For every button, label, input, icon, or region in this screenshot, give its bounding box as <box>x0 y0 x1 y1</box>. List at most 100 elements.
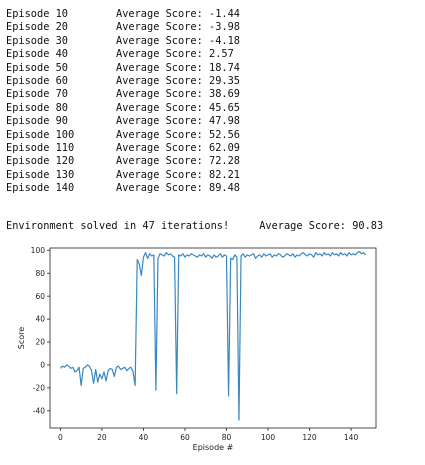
solved-message: Environment solved in 47 iterations! Aver… <box>6 220 383 232</box>
y-tick-label: 40 <box>35 315 45 324</box>
training-log: Episode 10 Average Score: -1.44 Episode 20… <box>6 8 240 195</box>
log-row: Episode 80 Average Score: 45.65 <box>6 102 240 115</box>
log-row: Episode 100 Average Score: 52.56 <box>6 129 240 142</box>
log-row: Episode 60 Average Score: 29.35 <box>6 75 240 88</box>
x-tick-label: 40 <box>139 433 149 442</box>
log-score-label: Average Score: <box>116 34 203 47</box>
log-episode: Episode 20 <box>6 21 116 34</box>
log-score-label: Average Score: <box>116 182 203 195</box>
y-tick-label: -20 <box>33 383 45 392</box>
plot-frame <box>49 247 377 429</box>
log-score-value: 38.69 <box>209 88 240 101</box>
solved-score-label: Average Score: <box>259 220 346 232</box>
log-episode-number: 50 <box>55 61 69 74</box>
log-episode-prefix: Episode <box>6 74 50 87</box>
log-row: Episode 70 Average Score: 38.69 <box>6 88 240 101</box>
score-chart: 0 20 40 60 80 100 120 140 -40 -20 0 20 40 60 80 100 Epis… <box>17 246 377 452</box>
log-row: Episode 140 Average Score: 89.48 <box>6 182 240 195</box>
log-episode-number: 100 <box>55 128 75 141</box>
y-tick-label: 80 <box>35 269 45 278</box>
log-episode: Episode 120 <box>6 155 116 168</box>
log-episode-number: 130 <box>55 168 75 181</box>
log-episode-number: 120 <box>55 155 75 168</box>
log-row: Episode 30 Average Score: -4.18 <box>6 35 240 48</box>
log-episode-prefix: Episode <box>6 88 50 101</box>
log-row: Episode 90 Average Score: 47.98 <box>6 115 240 128</box>
log-score-value: 72.28 <box>209 155 240 168</box>
x-tick-label: 140 <box>344 433 359 442</box>
log-score-value: 82.21 <box>209 168 240 181</box>
log-row: Episode 120 Average Score: 72.28 <box>6 155 240 168</box>
log-episode-number: 90 <box>55 115 69 128</box>
log-score-label: Average Score: <box>116 48 203 61</box>
log-row: Episode 110 Average Score: 62.09 <box>6 142 240 155</box>
log-episode: Episode 80 <box>6 102 116 115</box>
log-episode-prefix: Episode <box>6 21 50 34</box>
log-episode-prefix: Episode <box>6 128 50 141</box>
x-tick-label: 80 <box>222 433 232 442</box>
log-row: Episode 50 Average Score: 18.74 <box>6 62 240 75</box>
x-tick-label: 0 <box>58 433 63 442</box>
log-episode-number: 80 <box>55 101 69 114</box>
log-score-value: 52.56 <box>209 128 240 141</box>
solved-text: Environment solved in 47 iterations! <box>6 220 230 232</box>
log-episode: Episode 140 <box>6 182 116 195</box>
y-tick-label: 20 <box>35 338 45 347</box>
log-episode-prefix: Episode <box>6 115 50 128</box>
log-episode: Episode 40 <box>6 48 116 61</box>
log-episode: Episode 100 <box>6 129 116 142</box>
log-episode-number: 20 <box>55 21 69 34</box>
log-episode: Episode 110 <box>6 142 116 155</box>
log-episode-prefix: Episode <box>6 61 50 74</box>
log-episode-number: 60 <box>55 74 69 87</box>
log-score-label: Average Score: <box>116 74 203 87</box>
log-episode-prefix: Episode <box>6 48 50 61</box>
log-row: Episode 20 Average Score: -3.98 <box>6 21 240 34</box>
log-episode: Episode 130 <box>6 169 116 182</box>
log-score-value: -3.98 <box>209 21 240 34</box>
log-episode-prefix: Episode <box>6 155 50 168</box>
x-tick-label: 120 <box>302 433 317 442</box>
y-tick-label: 100 <box>31 246 46 255</box>
log-episode-number: 10 <box>55 8 69 20</box>
log-score-value: 18.74 <box>209 61 240 74</box>
log-episode: Episode 90 <box>6 115 116 128</box>
log-row: Episode 130 Average Score: 82.21 <box>6 169 240 182</box>
log-episode-number: 70 <box>55 88 69 101</box>
log-score-label: Average Score: <box>116 21 203 34</box>
log-score-label: Average Score: <box>116 155 203 168</box>
solved-score-value: 90.83 <box>352 220 384 232</box>
log-score-value: 29.35 <box>209 74 240 87</box>
y-axis-label: Score <box>17 327 26 349</box>
log-score-label: Average Score: <box>116 101 203 114</box>
log-row: Episode 10 Average Score: -1.44 <box>6 8 240 21</box>
y-tick-label: 0 <box>40 361 45 370</box>
log-episode-number: 110 <box>55 141 75 154</box>
log-score-label: Average Score: <box>116 61 203 74</box>
log-score-label: Average Score: <box>116 141 203 154</box>
log-episode-number: 40 <box>55 48 69 61</box>
log-score-label: Average Score: <box>116 115 203 128</box>
log-score-value: -1.44 <box>209 8 240 20</box>
log-score-label: Average Score: <box>116 128 203 141</box>
x-tick-label: 20 <box>97 433 107 442</box>
x-tick-label: 60 <box>180 433 190 442</box>
log-score-label: Average Score: <box>116 88 203 101</box>
x-tick-label: 100 <box>261 433 276 442</box>
log-episode: Episode 30 <box>6 35 116 48</box>
log-episode-prefix: Episode <box>6 8 50 20</box>
score-series-line <box>59 250 367 421</box>
log-episode-number: 140 <box>55 182 75 195</box>
log-episode: Episode 70 <box>6 88 116 101</box>
log-score-value: -4.18 <box>209 34 240 47</box>
log-episode: Episode 60 <box>6 75 116 88</box>
y-tick-label: -40 <box>33 406 45 415</box>
log-score-value: 62.09 <box>209 141 240 154</box>
log-episode-number: 30 <box>55 34 69 47</box>
log-episode-prefix: Episode <box>6 34 50 47</box>
log-episode-prefix: Episode <box>6 141 50 154</box>
log-episode-prefix: Episode <box>6 168 50 181</box>
log-episode-prefix: Episode <box>6 101 50 114</box>
log-score-label: Average Score: <box>116 168 203 181</box>
log-score-label: Average Score: <box>116 8 203 20</box>
